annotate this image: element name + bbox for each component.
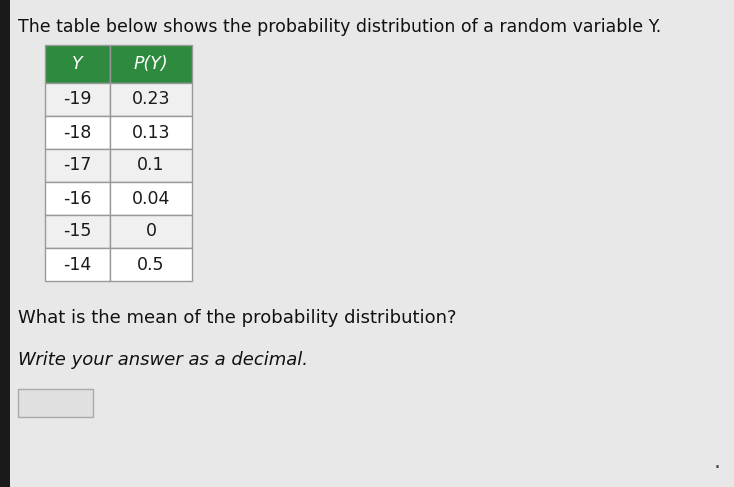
Text: -16: -16 — [63, 189, 92, 207]
Bar — [45, 116, 110, 149]
Text: 0.1: 0.1 — [137, 156, 164, 174]
Text: .: . — [714, 452, 721, 472]
Text: 0.04: 0.04 — [132, 189, 170, 207]
Bar — [110, 116, 192, 149]
Text: The table below shows the probability distribution of a random variable Y.: The table below shows the probability di… — [18, 18, 661, 36]
Text: -14: -14 — [63, 256, 92, 274]
Text: 0.5: 0.5 — [137, 256, 164, 274]
Text: -15: -15 — [63, 223, 92, 241]
Bar — [45, 149, 110, 182]
Text: What is the mean of the probability distribution?: What is the mean of the probability dist… — [18, 309, 457, 327]
Bar — [45, 182, 110, 215]
Bar — [110, 149, 192, 182]
Bar — [110, 83, 192, 116]
Bar — [45, 45, 110, 83]
Text: -18: -18 — [63, 124, 92, 142]
Text: 0: 0 — [145, 223, 156, 241]
Bar — [110, 248, 192, 281]
Bar — [45, 248, 110, 281]
Bar — [110, 182, 192, 215]
Bar — [45, 215, 110, 248]
Bar — [45, 83, 110, 116]
Text: -19: -19 — [63, 91, 92, 109]
Text: P(Y): P(Y) — [134, 55, 168, 73]
Text: 0.13: 0.13 — [131, 124, 170, 142]
Bar — [18, 389, 93, 417]
Text: Y: Y — [72, 55, 83, 73]
Bar — [110, 215, 192, 248]
Text: -17: -17 — [63, 156, 92, 174]
Text: Write your answer as a decimal.: Write your answer as a decimal. — [18, 351, 308, 369]
Bar — [110, 45, 192, 83]
Bar — [0, 0, 10, 487]
Text: 0.23: 0.23 — [131, 91, 170, 109]
